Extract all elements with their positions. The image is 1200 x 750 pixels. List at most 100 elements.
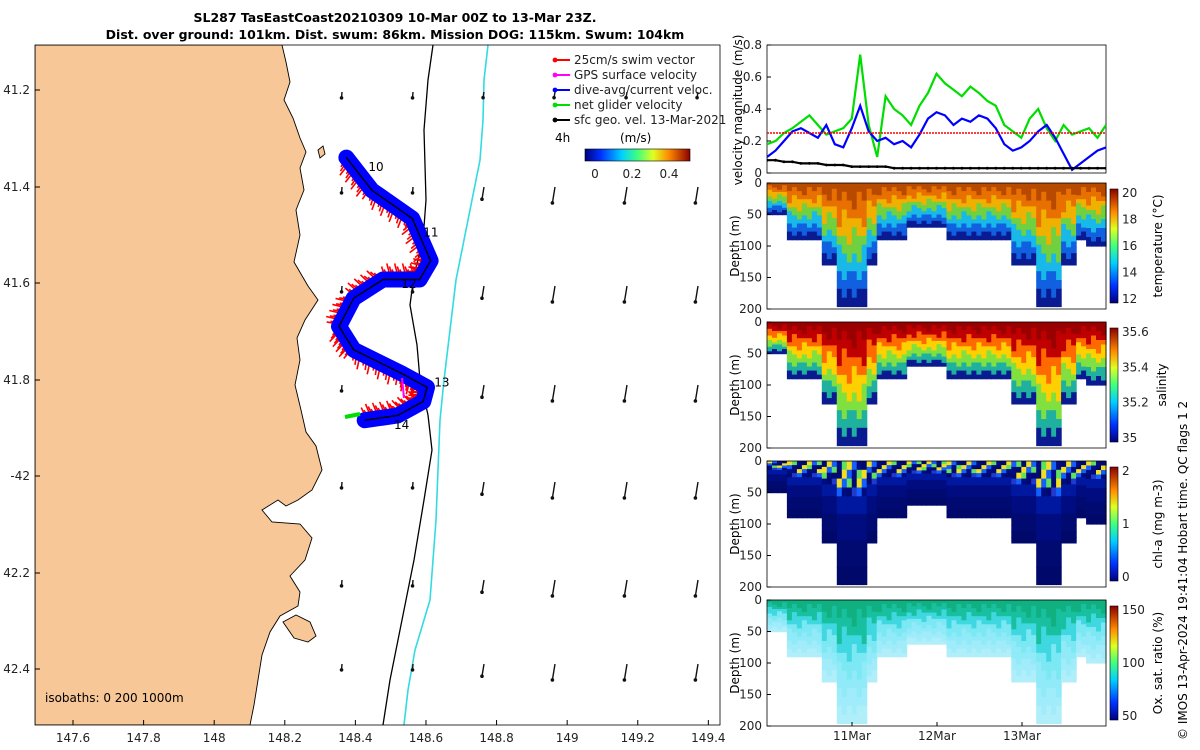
section-cell	[831, 611, 838, 619]
section-cell	[971, 183, 977, 188]
section-cell	[796, 183, 803, 188]
section-cell	[826, 652, 833, 660]
section-cell	[772, 201, 778, 204]
section-cell	[916, 628, 923, 633]
section-cell	[796, 223, 803, 229]
section-cell	[971, 350, 977, 355]
section-cell	[846, 392, 853, 402]
section-cell	[906, 201, 913, 206]
section-colorbar-tick: 50	[1122, 709, 1137, 723]
section-cell	[801, 501, 808, 507]
section-cell	[891, 219, 898, 225]
section-cell	[891, 628, 898, 633]
section-cell	[916, 359, 923, 364]
section-cell	[801, 628, 808, 633]
section-cell	[1046, 297, 1052, 308]
section-cell	[966, 183, 972, 188]
section-cell	[961, 497, 967, 503]
section-cell	[767, 490, 773, 494]
section-cell	[926, 325, 933, 329]
section-cell	[831, 357, 838, 364]
section-cell	[831, 392, 838, 399]
section-cell	[1061, 339, 1067, 346]
section-cell	[1006, 509, 1012, 515]
section-cell	[1001, 342, 1007, 347]
section-cell	[956, 342, 962, 347]
section-cell	[871, 641, 878, 648]
section-cell	[777, 615, 783, 619]
section-cell	[851, 513, 858, 524]
section-cell	[1036, 209, 1042, 219]
section-cell	[926, 220, 933, 225]
section-cell	[921, 353, 928, 358]
section-cell	[1096, 640, 1102, 646]
section-cell	[861, 235, 868, 246]
section-cell	[1021, 623, 1027, 630]
section-cell	[971, 195, 977, 200]
section-cell	[1046, 679, 1052, 689]
section-cell	[876, 513, 883, 519]
section-cell	[926, 634, 933, 639]
section-cell	[1046, 436, 1052, 447]
section-cell	[926, 486, 933, 490]
section-cell	[1101, 340, 1107, 346]
section-cell	[861, 218, 868, 228]
section-cell	[811, 485, 818, 490]
section-cell	[1036, 478, 1042, 488]
section-cell	[951, 608, 958, 613]
section-cell	[811, 489, 818, 494]
section-cell	[801, 465, 808, 470]
velocity-series-point	[901, 166, 904, 170]
section-cell	[946, 203, 953, 208]
geostrophic-arrow	[410, 186, 415, 195]
section-cell	[941, 223, 948, 228]
section-cell	[996, 362, 1002, 368]
section-cell	[836, 469, 843, 480]
section-cell	[826, 646, 833, 654]
section-cell	[1056, 644, 1062, 654]
section-cell	[921, 473, 928, 478]
section-cell	[911, 347, 918, 351]
section-cell	[1051, 714, 1057, 725]
section-cell	[791, 370, 798, 376]
section-cell	[946, 219, 953, 225]
section-cell	[767, 189, 773, 193]
section-cell	[976, 608, 982, 613]
section-cell	[956, 334, 962, 339]
section-cell	[1061, 507, 1067, 515]
section-cell	[841, 280, 848, 290]
section-cell	[1011, 629, 1017, 636]
section-cell	[821, 194, 828, 202]
section-cell	[991, 183, 997, 188]
section-cell	[821, 223, 828, 231]
geostrophic-arrow	[693, 186, 699, 205]
section-cell	[1066, 466, 1072, 474]
section-cell	[836, 540, 843, 550]
section-cell	[946, 231, 953, 237]
section-cell	[1071, 461, 1077, 468]
section-cell	[1016, 241, 1022, 248]
section-cell	[1016, 670, 1022, 677]
section-cell	[1091, 654, 1097, 660]
section-cell	[1066, 496, 1072, 503]
section-cell	[901, 505, 908, 511]
section-cell	[1021, 478, 1027, 485]
section-cell	[926, 350, 933, 355]
section-cell	[806, 616, 813, 621]
section-cell	[1016, 247, 1022, 254]
section-cell	[1086, 358, 1092, 364]
geostrophic-arrow	[480, 384, 485, 400]
section-cell	[866, 212, 873, 219]
section-cell	[777, 212, 783, 216]
section-cell	[951, 215, 958, 220]
section-cell	[1021, 646, 1027, 654]
section-cell	[956, 235, 962, 241]
section-cell	[821, 247, 828, 254]
section-cell	[1041, 348, 1047, 358]
section-cell	[1011, 461, 1017, 468]
section-cell	[946, 195, 953, 200]
section-cell	[1041, 575, 1047, 586]
section-cell	[1041, 191, 1047, 202]
section-cell	[931, 641, 938, 645]
section-cell	[1006, 600, 1012, 605]
